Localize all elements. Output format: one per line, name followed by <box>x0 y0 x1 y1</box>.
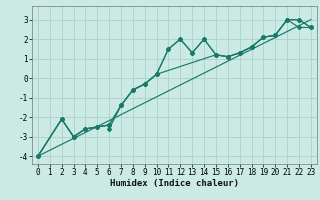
X-axis label: Humidex (Indice chaleur): Humidex (Indice chaleur) <box>110 179 239 188</box>
